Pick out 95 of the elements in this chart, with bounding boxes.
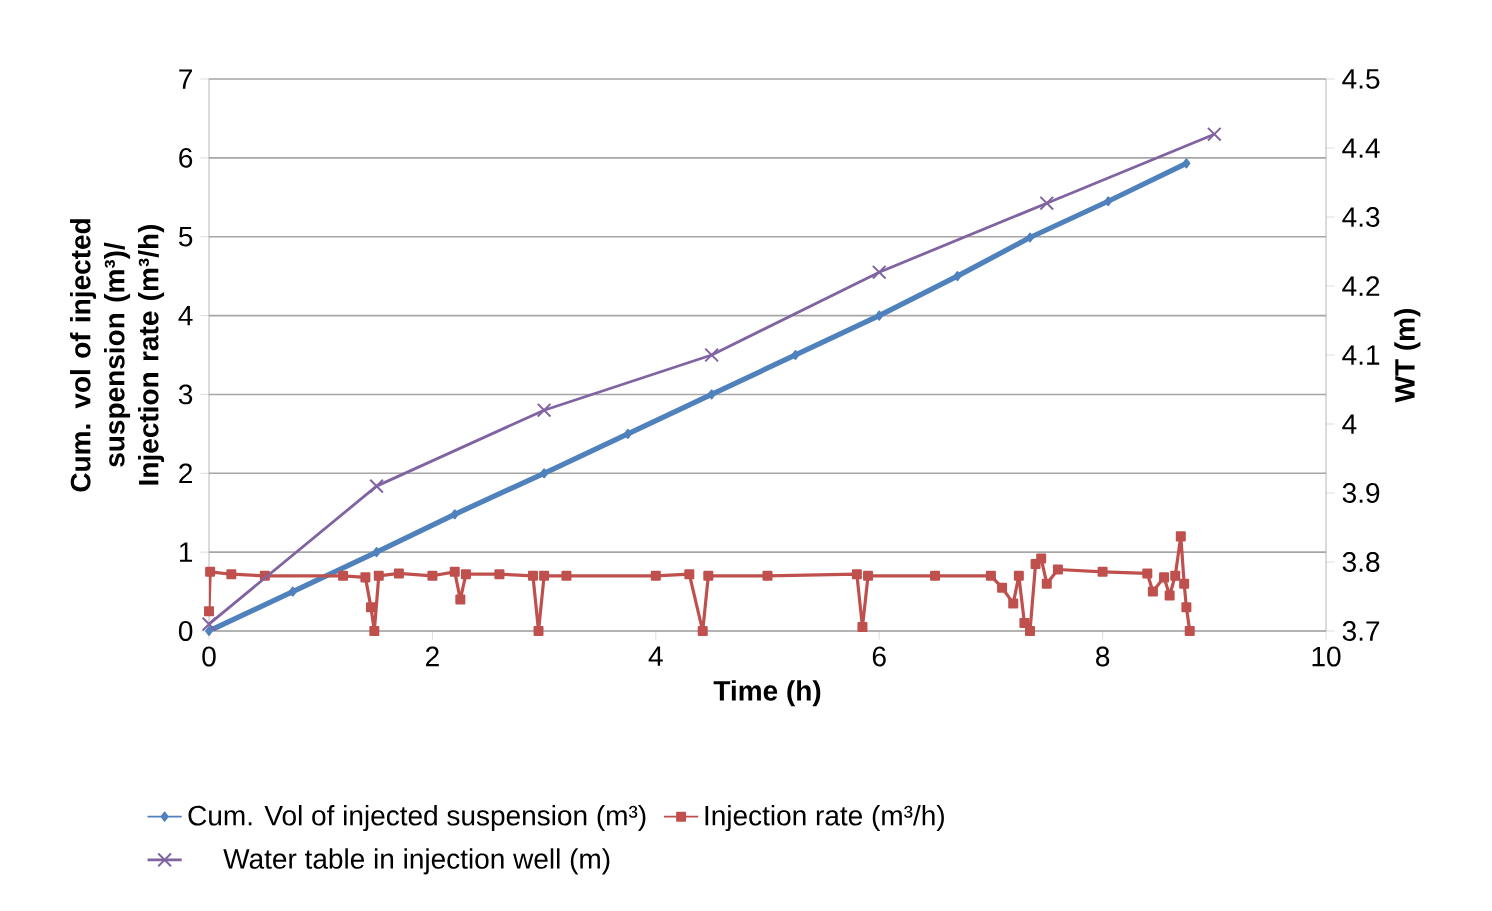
point	[1097, 566, 1108, 577]
y2-tick-label: 3.8	[1342, 552, 1380, 572]
point	[449, 566, 460, 577]
point	[704, 347, 720, 363]
y2-tick-label: 4.3	[1342, 207, 1380, 227]
x-tick-label: 10	[1312, 646, 1341, 667]
point	[930, 570, 941, 581]
point	[857, 622, 868, 633]
x-tick-label: 0	[202, 646, 216, 667]
point	[985, 570, 996, 581]
point	[372, 547, 381, 558]
point	[540, 468, 549, 479]
point	[201, 616, 217, 632]
legend-label: Cum. Vol of injected suspension (m³)	[188, 804, 646, 832]
point	[393, 568, 404, 579]
point	[1036, 553, 1047, 564]
y2-axis-title: WT (m)	[1394, 308, 1421, 403]
point	[1025, 626, 1036, 636]
point	[373, 570, 384, 581]
y2-tick-label: 4.5	[1342, 69, 1380, 89]
y2-tick-label: 4.4	[1342, 138, 1380, 158]
point	[707, 389, 716, 400]
point	[1052, 564, 1063, 575]
point	[1008, 598, 1019, 609]
y-tick-label: 4	[178, 305, 193, 326]
point	[1181, 602, 1192, 613]
point	[997, 582, 1008, 593]
y2-tick-label: 3.9	[1342, 483, 1380, 503]
y2-tick-label: 4.2	[1342, 276, 1380, 296]
y-tick-label: 6	[179, 147, 193, 168]
point	[450, 509, 459, 520]
x-tick-label: 8	[1096, 646, 1110, 667]
point	[369, 626, 380, 636]
point	[561, 570, 572, 581]
point	[536, 402, 552, 418]
point	[851, 569, 862, 580]
point	[288, 586, 297, 597]
point	[1179, 578, 1190, 589]
point	[703, 570, 714, 581]
y-tick-label: 7	[179, 69, 193, 89]
y-tick-label: 1	[179, 542, 193, 562]
point	[360, 572, 371, 583]
point	[205, 626, 214, 636]
legend-label: Water table in injection well (m)	[223, 848, 610, 875]
point	[1013, 570, 1024, 581]
point	[1039, 195, 1055, 211]
y-tick-label: 2	[179, 463, 193, 484]
point	[539, 570, 550, 581]
x-tick-label: 6	[872, 646, 886, 667]
point	[427, 570, 438, 581]
point	[684, 569, 695, 580]
point	[460, 569, 471, 580]
point	[623, 428, 632, 439]
y2-tick-label: 4.1	[1342, 345, 1380, 365]
point	[871, 264, 887, 280]
point	[1019, 618, 1030, 629]
point	[863, 570, 874, 581]
x-axis-title: Time (h)	[713, 680, 821, 707]
point	[226, 569, 237, 580]
y2-tick-label: 4	[1342, 414, 1357, 434]
point	[494, 569, 505, 580]
point	[1175, 531, 1186, 542]
point	[1184, 626, 1195, 636]
point	[1026, 232, 1035, 243]
point	[875, 310, 884, 321]
point	[1164, 590, 1175, 601]
point	[1182, 158, 1191, 169]
point	[1142, 568, 1153, 579]
point	[791, 350, 800, 360]
point	[204, 606, 214, 617]
x-tick-label: 2	[426, 646, 439, 667]
point	[369, 478, 384, 494]
point	[527, 570, 538, 581]
point	[365, 602, 376, 613]
point	[1104, 196, 1113, 207]
point	[650, 570, 661, 581]
point	[1206, 126, 1222, 142]
point	[1041, 578, 1052, 589]
y-tick-label: 3	[178, 384, 193, 405]
point	[697, 626, 708, 636]
y-tick-label: 0	[178, 621, 193, 641]
y-axis-title: Cum. vol of injected suspension (m³)/ Injection rate (m³/h)	[70, 219, 165, 492]
legend-label: Injection rate (m³/h)	[705, 804, 944, 832]
x-tick-label: 4	[648, 646, 663, 666]
point	[533, 626, 544, 636]
point	[1170, 570, 1181, 581]
point	[205, 566, 216, 577]
point	[953, 271, 962, 282]
point	[762, 570, 773, 581]
y-tick-label: 5	[178, 226, 193, 247]
y2-tick-label: 3.7	[1342, 621, 1380, 641]
point	[1159, 572, 1170, 583]
point	[1147, 586, 1158, 597]
point	[338, 570, 349, 581]
point	[455, 594, 466, 605]
